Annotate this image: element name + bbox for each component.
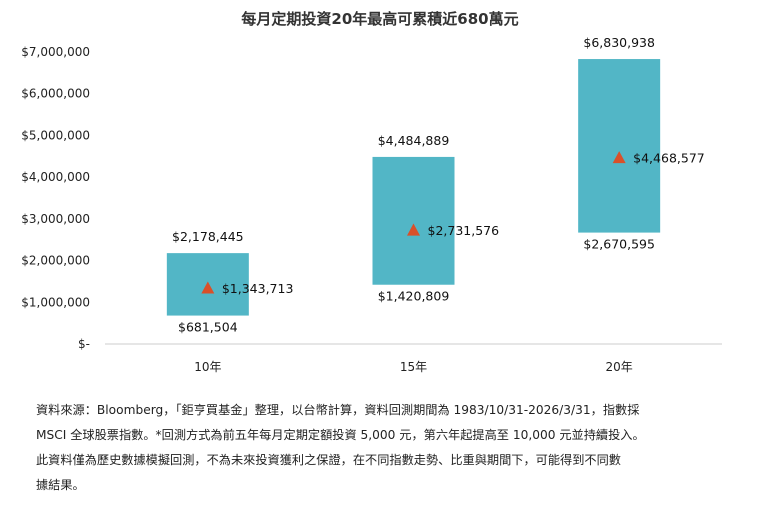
mid-marker bbox=[407, 223, 420, 236]
y-tick-label: $1,000,000 bbox=[21, 295, 90, 309]
y-tick-label: $- bbox=[78, 337, 90, 351]
x-tick-label: 10年 bbox=[194, 360, 221, 374]
footnote-line: 資料來源：Bloomberg，「鉅亨買基金」整理，以台幣計算，資料回測期間為 1… bbox=[36, 403, 640, 417]
footnote-line: 據結果。 bbox=[36, 478, 85, 492]
y-tick-label: $4,000,000 bbox=[21, 170, 90, 184]
y-axis: $- $1,000,000 $2,000,000 $3,000,000 $4,000,0… bbox=[21, 45, 90, 351]
footnote: 資料來源：Bloomberg，「鉅亨買基金」整理，以台幣計算，資料回測期間為 1… bbox=[36, 398, 741, 498]
chart-title: 每月定期投資20年最高可累積近680萬元 bbox=[241, 10, 519, 28]
footnote-line: 此資料僅為歷史數據模擬回測，不為未來投資獲利之保證，在不同指數走勢、比重與期間下… bbox=[36, 453, 621, 467]
low-value-label: $2,670,595 bbox=[583, 237, 655, 252]
x-axis: 10年 15年 20年 bbox=[194, 360, 633, 374]
x-tick-label: 20年 bbox=[606, 360, 633, 374]
mid-value-label: $1,343,713 bbox=[222, 281, 294, 296]
range-bar-chart: $- $1,000,000 $2,000,000 $3,000,000 $4,000,0… bbox=[21, 35, 722, 374]
mid-value-label: $4,468,577 bbox=[633, 151, 705, 166]
y-tick-label: $6,000,000 bbox=[21, 87, 90, 101]
y-tick-label: $2,000,000 bbox=[21, 254, 90, 268]
high-value-label: $6,830,938 bbox=[583, 35, 655, 50]
y-tick-label: $5,000,000 bbox=[21, 128, 90, 142]
high-value-label: $2,178,445 bbox=[172, 229, 244, 244]
footnote-line: MSCI 全球股票指數。*回測方式為前五年每月定期定額投資 5,000 元，第六… bbox=[36, 428, 645, 442]
range-bar bbox=[578, 59, 661, 233]
high-value-label: $4,484,889 bbox=[378, 133, 450, 148]
mid-marker bbox=[612, 151, 626, 164]
low-value-label: $1,420,809 bbox=[378, 289, 450, 304]
low-value-label: $681,504 bbox=[178, 320, 238, 335]
range-bar bbox=[372, 156, 455, 285]
mid-marker bbox=[201, 281, 215, 294]
bars-group: $2,178,445 $681,504 $1,343,713 $4,484,889 $1… bbox=[166, 35, 705, 335]
mid-value-label: $2,731,576 bbox=[428, 223, 500, 238]
x-tick-label: 15年 bbox=[400, 360, 427, 374]
y-tick-label: $3,000,000 bbox=[21, 212, 90, 226]
y-tick-label: $7,000,000 bbox=[21, 45, 90, 59]
